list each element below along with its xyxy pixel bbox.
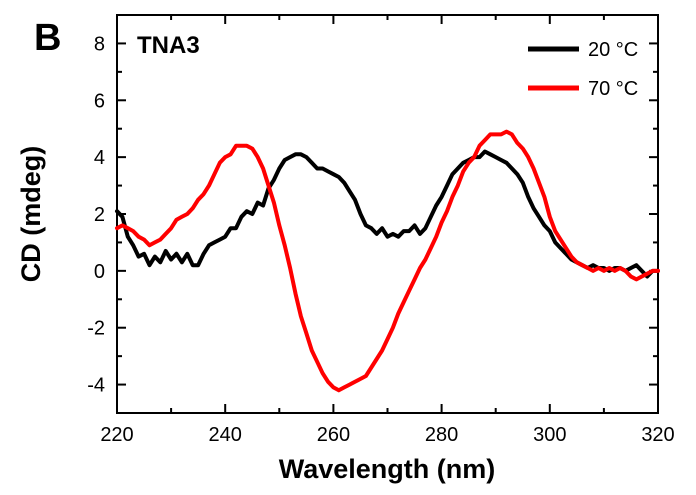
series-lines	[115, 129, 660, 393]
x-tick-label: 240	[209, 424, 242, 446]
x-tick-label: 320	[641, 424, 674, 446]
x-tick-label: 260	[317, 424, 350, 446]
series-line-70c	[115, 129, 660, 393]
x-axis-label: Wavelength (nm)	[279, 454, 496, 484]
plot-frame	[116, 14, 659, 414]
tick-labels: 220 240 260 280 300 320 -4 -2 0 2 4 6 8	[87, 33, 674, 446]
y-tick-label: 2	[94, 204, 105, 226]
y-tick-label: -2	[87, 318, 105, 340]
y-tick-label: -4	[87, 375, 105, 397]
y-axis-label: CD (mdeg)	[16, 146, 46, 283]
x-tick-label: 220	[100, 424, 133, 446]
legend-entry-label: 20 °C	[588, 39, 638, 61]
plot-area: TNA3 20 °C 70 °C	[115, 14, 660, 414]
y-tick-label: 4	[94, 147, 105, 169]
x-tick-label: 300	[533, 424, 566, 446]
y-tick-label: 0	[94, 261, 105, 283]
series-line-20c	[115, 149, 660, 279]
panel-letter: B	[34, 17, 61, 59]
y-tick-label: 8	[94, 33, 105, 55]
legend-entry-label: 70 °C	[588, 78, 638, 100]
x-tick-label: 280	[425, 424, 458, 446]
axis-ticks	[116, 14, 659, 414]
chart-title: TNA3	[137, 32, 200, 59]
legend: 20 °C 70 °C	[528, 39, 638, 100]
y-tick-label: 6	[94, 90, 105, 112]
